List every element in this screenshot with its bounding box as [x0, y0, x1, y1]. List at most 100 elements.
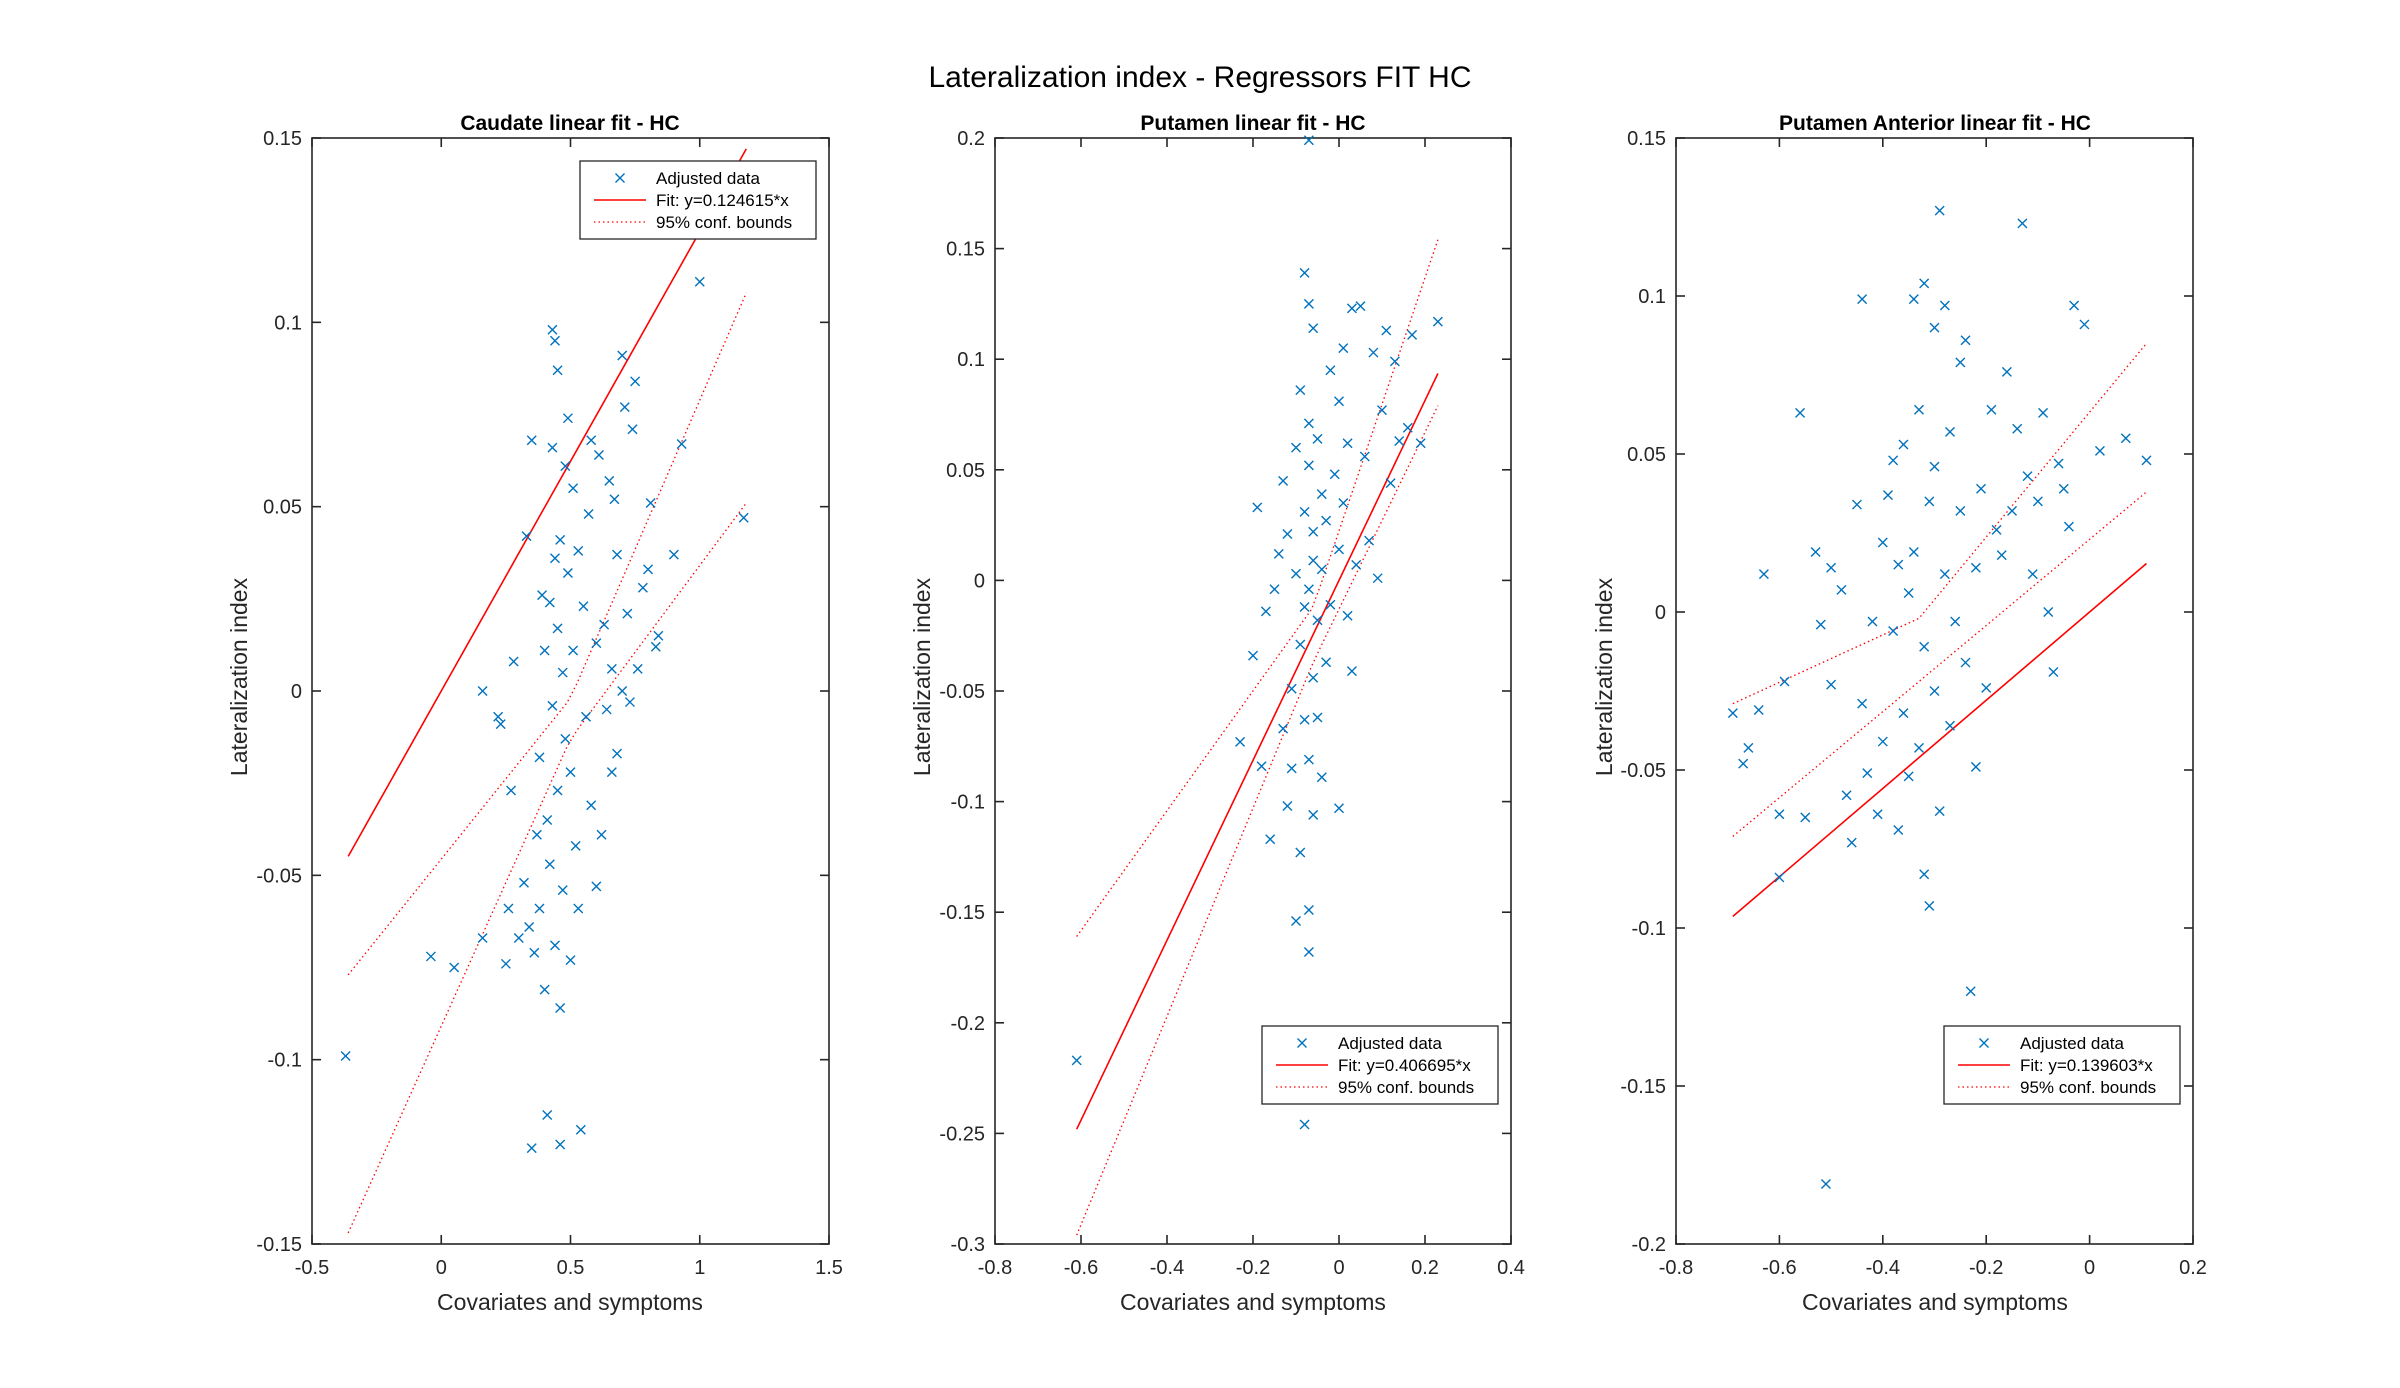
data-point — [2022, 471, 2033, 482]
conf-bound-lower-line — [347, 502, 747, 1234]
data-point — [2069, 300, 2080, 311]
data-point — [1299, 267, 1310, 278]
data-point — [568, 483, 579, 494]
data-point — [1965, 986, 1976, 997]
data-point — [449, 962, 460, 973]
data-point — [1955, 505, 1966, 516]
data-point — [531, 829, 542, 840]
data-point — [624, 697, 635, 708]
data-point — [1329, 469, 1340, 480]
data-point — [1815, 619, 1826, 630]
data-point — [1260, 606, 1271, 617]
data-point — [1743, 742, 1754, 753]
data-point — [643, 564, 654, 575]
fit-line — [1732, 562, 2147, 917]
legend-entry: Fit: y=0.406695*x — [1338, 1056, 1471, 1075]
data-point — [1299, 601, 1310, 612]
data-point — [606, 663, 617, 674]
x-tick-label: 1 — [694, 1257, 705, 1279]
data-point — [606, 767, 617, 778]
data-point — [1929, 461, 1940, 472]
data-point — [2058, 483, 2069, 494]
data-point — [1316, 489, 1327, 500]
legend-marker-data — [615, 173, 625, 183]
legend-entry: 95% conf. bounds — [2020, 1078, 2156, 1097]
y-tick-label: -0.15 — [1620, 1076, 1666, 1098]
data-point — [1919, 869, 1930, 880]
x-axis-label: Covariates and symptoms — [437, 1289, 703, 1315]
data-point — [637, 582, 648, 593]
data-point — [601, 704, 612, 715]
data-point — [1432, 316, 1443, 327]
x-tick-label: -0.6 — [1064, 1257, 1098, 1279]
y-tick-label: -0.05 — [1620, 760, 1666, 782]
data-point — [1415, 438, 1426, 449]
data-point — [1924, 900, 1935, 911]
data-point — [583, 509, 594, 520]
fit-line — [1075, 373, 1439, 1130]
data-point — [1919, 278, 1930, 289]
data-point — [1308, 555, 1319, 566]
data-point — [1299, 714, 1310, 725]
data-point — [627, 424, 638, 435]
data-point — [1342, 610, 1353, 621]
data-point — [2032, 496, 2043, 507]
data-point — [1299, 506, 1310, 517]
data-point — [1316, 772, 1327, 783]
data-point — [1836, 584, 1847, 595]
data-point — [612, 549, 623, 560]
data-point — [526, 1143, 537, 1154]
data-point — [506, 785, 517, 796]
data-point — [570, 840, 581, 851]
data-point — [1295, 639, 1306, 650]
conf-bound-upper-line — [347, 292, 747, 976]
data-point — [1407, 329, 1418, 340]
data-point — [549, 553, 560, 564]
data-point — [1857, 294, 1868, 305]
data-point — [555, 1003, 566, 1014]
data-point — [539, 984, 550, 995]
plot-area-box — [1675, 137, 2194, 1245]
data-point — [1303, 135, 1314, 146]
legend: Adjusted data Fit: y=0.124615*x 95% conf. … — [579, 160, 817, 240]
data-point — [1919, 641, 1930, 652]
data-point — [537, 590, 548, 601]
data-point — [557, 667, 568, 678]
data-point — [1800, 812, 1811, 823]
data-point — [1758, 569, 1769, 580]
data-point — [529, 947, 540, 958]
x-tick-label: 0.4 — [1497, 1257, 1525, 1279]
data-point — [1278, 723, 1289, 734]
y-tick-label: -0.1 — [268, 1050, 302, 1072]
data-point — [2017, 218, 2028, 229]
data-point — [1774, 809, 1785, 820]
data-point — [477, 686, 488, 696]
y-tick-label: -0.25 — [939, 1123, 985, 1145]
y-tick-label: -0.15 — [256, 1234, 302, 1256]
data-point — [557, 885, 568, 896]
data-point — [604, 475, 615, 486]
data-point — [1346, 666, 1357, 677]
data-point — [521, 531, 532, 542]
y-tick-label: 0.1 — [957, 349, 985, 371]
y-tick-label: -0.2 — [951, 1013, 985, 1035]
data-point — [591, 638, 602, 649]
data-point — [668, 549, 679, 560]
y-tick-label: 0.05 — [263, 497, 302, 519]
data-point — [1996, 550, 2007, 561]
data-point — [1351, 559, 1362, 570]
data-point — [1325, 599, 1336, 610]
data-point — [2094, 445, 2105, 456]
data-point — [568, 645, 579, 656]
data-point — [1252, 502, 1263, 513]
data-point — [1976, 483, 1987, 494]
data-point — [630, 376, 641, 387]
data-point — [738, 512, 749, 523]
legend-entry: 95% conf. bounds — [656, 213, 792, 232]
data-point — [1303, 584, 1314, 595]
data-point — [1368, 347, 1379, 358]
data-point — [1389, 356, 1400, 367]
data-point — [1795, 407, 1806, 418]
data-point — [1981, 682, 1992, 693]
